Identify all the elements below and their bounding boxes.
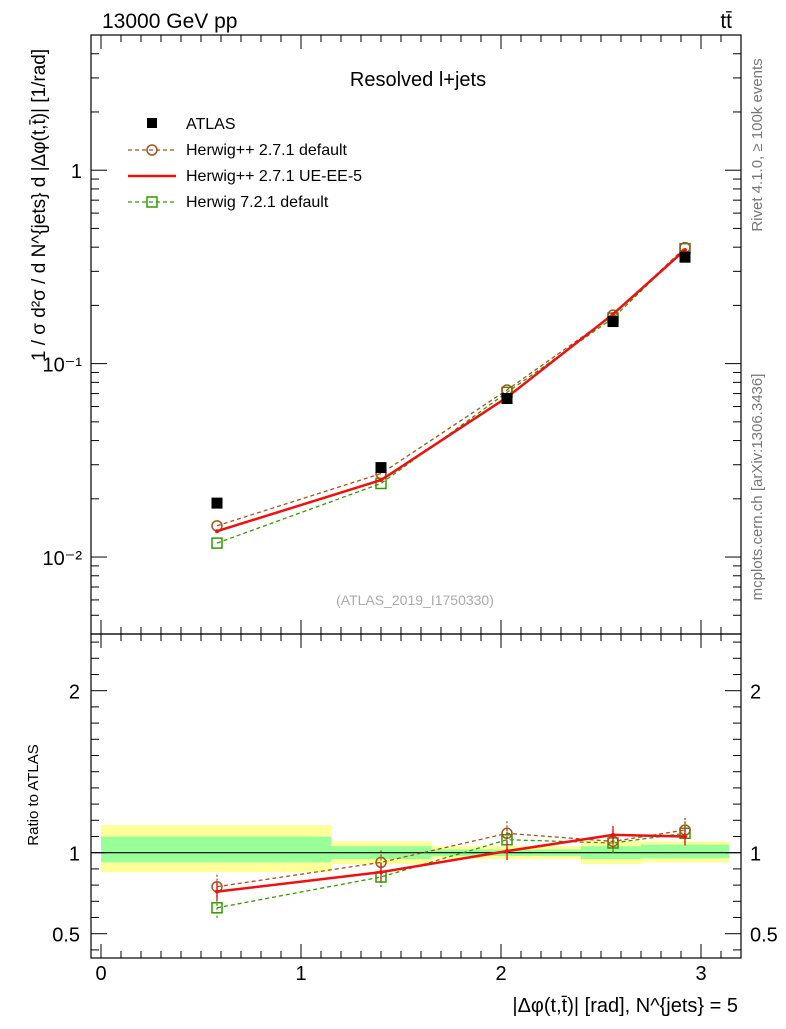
legend-item-herwig7: Herwig 7.2.1 default: [128, 194, 329, 211]
ratio-y-axis-label: Ratio to ATLAS: [25, 744, 42, 845]
ratio-series-herwig-default-point: [501, 827, 513, 840]
main-series-atlas-point: [501, 393, 513, 405]
main-series-herwig-ue-point: [379, 478, 383, 483]
ratio-y-tick-label: 0.5: [52, 925, 80, 947]
x-tick-label: 3: [695, 963, 706, 985]
legend-item-herwig-default: Herwig++ 2.7.1 default: [128, 142, 348, 159]
ratio-series-herwig-ue-point: [611, 832, 615, 837]
main-series-atlas-point: [375, 462, 387, 474]
ratio-frame: [90, 633, 742, 959]
ratio-series-herwig-ue-point: [215, 889, 219, 894]
main-y-tick-label: 10⁻²: [43, 548, 83, 570]
ratio-series-herwig-ue-point: [505, 849, 509, 854]
legend: ATLAS Herwig++ 2.7.1 default Herwig++ 2.…: [128, 116, 362, 211]
main-panel: 10⁻² 10⁻¹ 1: [43, 34, 742, 635]
rivet-label: Rivet 4.1.0, ≥ 100k events: [749, 58, 766, 231]
main-series-herwig-ue-line: [216, 248, 686, 533]
ratio-y-tick-label: 2: [69, 682, 80, 704]
main-series-herwig-ue-point: [611, 312, 615, 317]
process-label: tt̄: [720, 10, 732, 33]
plot-title: Resolved l+jets: [350, 69, 486, 91]
main-series-herwig7-point: [211, 537, 223, 549]
main-series-herwig7-line: [216, 248, 686, 544]
ratio-panel: 0 1 2 3 0.5 0.5 1 1 2 2: [52, 633, 778, 985]
main-y-tick-label: 10⁻¹: [43, 355, 83, 377]
legend-item-atlas: ATLAS: [147, 116, 236, 133]
legend-marker-atlas: [147, 118, 157, 128]
ratio-y-tick-label-right: 0.5: [750, 925, 778, 947]
main-series-herwig-ue-point: [683, 247, 687, 252]
y-axis-label: 1 / σ d²σ / d N^{jets} d |Δφ(t,t̄)| [1/r…: [29, 49, 50, 361]
legend-item-herwig-ue: Herwig++ 2.7.1 UE-EE-5: [128, 168, 362, 185]
mcplots-label: mcplots.cern.ch [arXiv:1306.3436]: [749, 374, 766, 601]
ratio-series-herwig-ue-point: [379, 870, 383, 875]
x-tick-label: 1: [295, 963, 306, 985]
x-tick-label: 0: [95, 963, 106, 985]
legend-marker-herwig-default: [146, 144, 158, 156]
ratio-y-tick-label: 1: [69, 844, 80, 866]
main-y-tick-label: 1: [71, 161, 82, 183]
ratio-band-green-0: [101, 836, 331, 863]
ratio-band-green-4: [641, 844, 729, 859]
energy-label: 13000 GeV pp: [102, 10, 237, 33]
legend-label-herwig7: Herwig 7.2.1 default: [186, 194, 329, 211]
ratio-series-herwig7-point: [211, 902, 223, 914]
x-axis-label: |Δφ(t,t̄)| [rad], N^{jets} = 5: [512, 995, 738, 1017]
main-series-atlas-point: [607, 316, 619, 328]
ratio-series-herwig-ue-point: [683, 834, 687, 839]
x-tick-label: 2: [495, 963, 506, 985]
ratio-y-tick-label-right: 2: [750, 682, 761, 704]
ratio-series-herwig7-line: [216, 832, 686, 909]
main-series-atlas-point: [211, 497, 223, 509]
legend-marker-herwig7: [146, 196, 158, 208]
main-series-herwig-ue-point: [215, 529, 219, 534]
legend-label-herwig-default: Herwig++ 2.7.1 default: [186, 142, 348, 159]
main-series-herwig-default-line: [216, 247, 686, 527]
ratio-y-tick-label-right: 1: [750, 844, 761, 866]
legend-label-atlas: ATLAS: [186, 116, 236, 133]
legend-label-herwig-ue: Herwig++ 2.7.1 UE-EE-5: [186, 168, 362, 185]
watermark: (ATLAS_2019_I1750330): [336, 592, 494, 608]
main-series-atlas-point: [679, 251, 691, 263]
